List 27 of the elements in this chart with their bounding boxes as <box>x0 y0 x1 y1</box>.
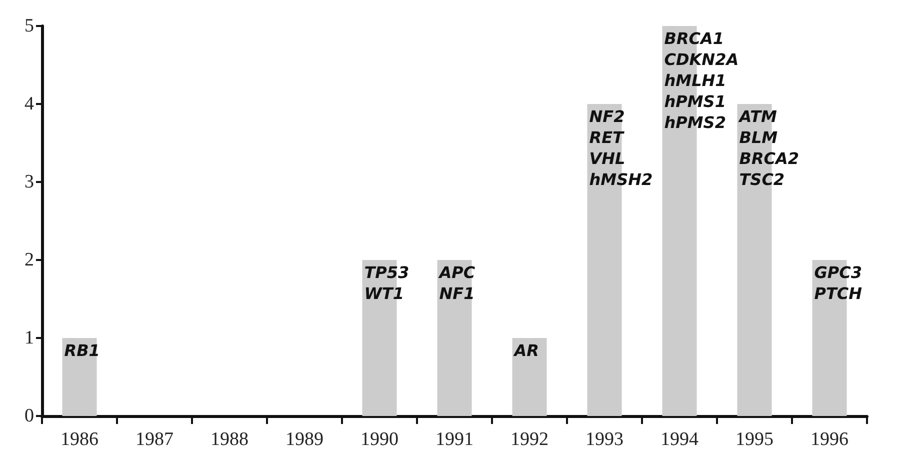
data-label: TP53 WT1 <box>364 263 410 303</box>
x-tick-label: 1989 <box>286 429 324 450</box>
bar <box>512 338 547 416</box>
x-tick-label: 1990 <box>360 429 398 450</box>
x-tick-label: 1996 <box>810 429 848 450</box>
x-tick-label: 1995 <box>736 429 774 450</box>
bar <box>62 338 97 416</box>
x-tick-label: 1993 <box>586 429 624 450</box>
x-tick-label: 1991 <box>436 429 474 450</box>
data-label: AR <box>512 341 539 360</box>
y-tick-label: 1 <box>24 328 34 348</box>
y-tick-label: 3 <box>24 172 34 192</box>
data-label: RB1 <box>64 341 100 360</box>
data-label: APC NF1 <box>437 263 476 303</box>
x-tick-label: 1994 <box>660 429 699 450</box>
data-label: GPC3 PTCH <box>814 263 863 303</box>
y-tick-label: 5 <box>24 16 34 36</box>
x-tick-label: 1987 <box>136 429 174 450</box>
y-tick-label: 0 <box>24 406 34 426</box>
data-label: BRCA1 CDKN2A hMLH1 hPMS1 hPMS2 <box>664 29 739 132</box>
y-tick-label: 4 <box>24 94 34 114</box>
data-label: ATM BLM BRCA2 TSC2 <box>737 107 800 189</box>
x-tick-label: 1992 <box>510 429 548 450</box>
x-tick-label: 1988 <box>210 429 248 450</box>
x-tick-label: 1986 <box>60 429 98 450</box>
y-tick-label: 2 <box>24 250 34 270</box>
data-label: NF2 RET VHL hMSH2 <box>589 107 653 189</box>
